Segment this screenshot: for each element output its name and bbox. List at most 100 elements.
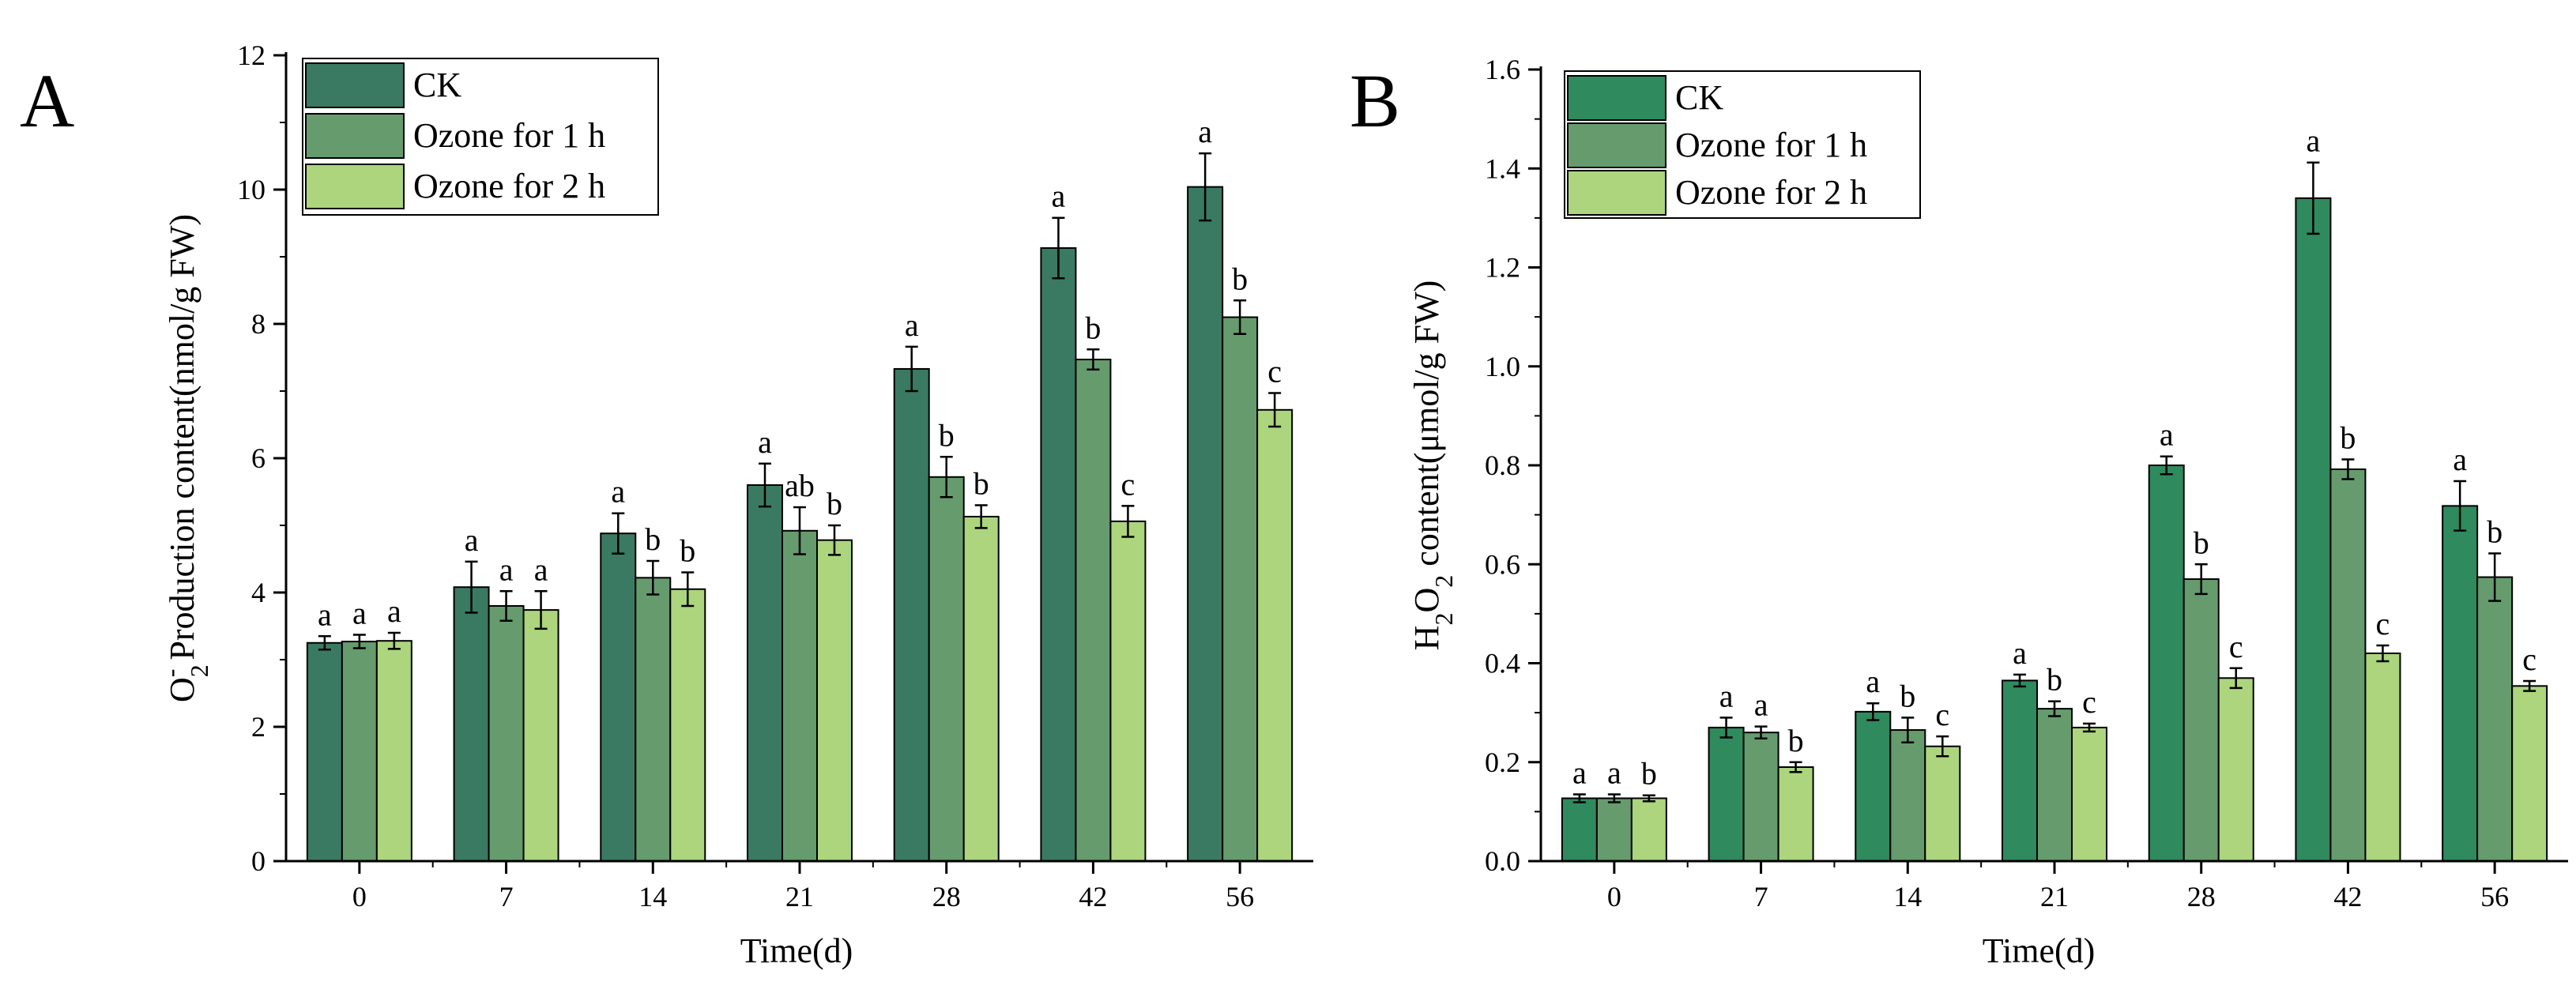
significance-label: b <box>827 486 842 521</box>
panel-letter: A <box>20 58 74 143</box>
significance-label: b <box>939 417 955 453</box>
significance-label: a <box>1607 754 1621 790</box>
bar <box>781 529 818 862</box>
significance-label: c <box>1121 466 1135 502</box>
bar <box>2364 652 2401 862</box>
significance-label: b <box>2340 419 2356 455</box>
bar <box>2295 197 2332 862</box>
x-tick-label: 0 <box>352 881 367 912</box>
x-tick-label: 21 <box>785 881 814 912</box>
bar <box>1595 797 1633 862</box>
significance-label: b <box>974 466 989 502</box>
y-tick-label: 6 <box>251 442 266 474</box>
significance-label: b <box>1788 723 1804 758</box>
legend-entry: Ozone for 2 h <box>413 167 605 205</box>
legend: CK Ozone for 1 h Ozone for 2 h <box>302 58 659 216</box>
y-title-main: O <box>163 677 201 702</box>
y-tick-label: 0.8 <box>1485 450 1520 481</box>
significance-label: b <box>2047 662 2062 698</box>
legend-swatch <box>1567 170 1666 216</box>
significance-label: b <box>680 533 695 569</box>
significance-label: a <box>1198 114 1212 149</box>
bar <box>669 588 706 862</box>
x-tick-label: 21 <box>2040 881 2069 912</box>
bar <box>1777 766 1814 863</box>
y-tick-label: 8 <box>251 308 266 340</box>
x-tick-label: 42 <box>1079 881 1107 912</box>
bar <box>635 577 672 862</box>
significance-label: a <box>318 596 332 632</box>
significance-label: c <box>2229 629 2243 664</box>
y-title-main-2: O <box>1407 588 1446 613</box>
significance-label: c <box>2522 641 2536 677</box>
x-tick-label: 28 <box>932 881 961 912</box>
bar <box>1075 359 1112 862</box>
bar <box>522 609 559 862</box>
x-tick-label: 0 <box>1607 881 1621 912</box>
bar <box>1742 732 1779 862</box>
y-tick-label: 0.2 <box>1485 747 1520 778</box>
bar <box>816 539 853 862</box>
bar <box>1924 745 1961 863</box>
x-tick-label: 56 <box>2480 881 2509 912</box>
y-title-subscript: 2 <box>185 664 213 677</box>
panel-letter: B <box>1350 58 1400 143</box>
bar <box>2217 677 2254 862</box>
y-tick-label: 10 <box>237 174 266 205</box>
x-axis-title: Time(d) <box>1983 931 2096 970</box>
significance-label: b <box>1641 756 1657 792</box>
y-tick-label: 1.2 <box>1485 252 1520 284</box>
x-tick-label: 14 <box>1893 881 1922 912</box>
significance-label: a <box>352 596 367 631</box>
bar <box>1256 408 1294 862</box>
y-title-subscript: 2 <box>1429 613 1458 626</box>
significance-label: a <box>1866 664 1880 699</box>
bar <box>2329 468 2367 862</box>
legend-swatch <box>305 113 405 159</box>
significance-label: a <box>2013 635 2027 671</box>
legend-entry: Ozone for 2 h <box>1675 173 1867 212</box>
bar <box>341 641 378 862</box>
significance-label: a <box>2160 417 2174 453</box>
significance-label: a <box>1052 179 1066 214</box>
y-axis-title: O2- Production content(nmol/g FW) <box>156 214 213 702</box>
significance-label: a <box>905 307 919 343</box>
significance-label: c <box>2376 606 2390 641</box>
legend: CK Ozone for 1 h Ozone for 2 h <box>1564 70 1921 219</box>
legend-entry: Ozone for 1 h <box>1675 126 1867 164</box>
significance-label: b <box>2194 525 2209 560</box>
significance-label: c <box>2082 684 2096 720</box>
y-tick-label: 4 <box>251 577 266 608</box>
bar <box>1040 246 1077 862</box>
y-tick-label: 1.6 <box>1485 54 1520 85</box>
significance-label: a <box>1719 678 1734 713</box>
bar <box>747 484 783 862</box>
bar <box>893 367 930 862</box>
bar <box>1109 520 1147 863</box>
legend-swatch <box>1567 122 1666 168</box>
bar <box>2071 726 2107 862</box>
y-tick-label: 2 <box>251 711 266 743</box>
bar <box>1889 729 1926 863</box>
legend-swatch <box>305 164 405 209</box>
significance-label: b <box>1900 678 1915 713</box>
bar <box>962 515 1000 862</box>
y-title-subscript-2: 2 <box>1429 575 1458 588</box>
bar <box>375 640 412 862</box>
significance-label: a <box>387 593 401 629</box>
bar <box>488 605 525 862</box>
bar <box>2036 708 2073 862</box>
bar <box>600 532 637 862</box>
significance-label: b <box>2487 514 2503 549</box>
significance-label: b <box>1085 310 1101 345</box>
significance-label: a <box>1572 754 1587 790</box>
y-tick-label: 0.6 <box>1485 548 1520 580</box>
bar <box>2148 465 2185 862</box>
y-title-main: H <box>1407 626 1446 651</box>
significance-label: b <box>1232 261 1248 296</box>
x-tick-label: 14 <box>638 881 667 912</box>
y-tick-label: 1.4 <box>1485 152 1520 184</box>
